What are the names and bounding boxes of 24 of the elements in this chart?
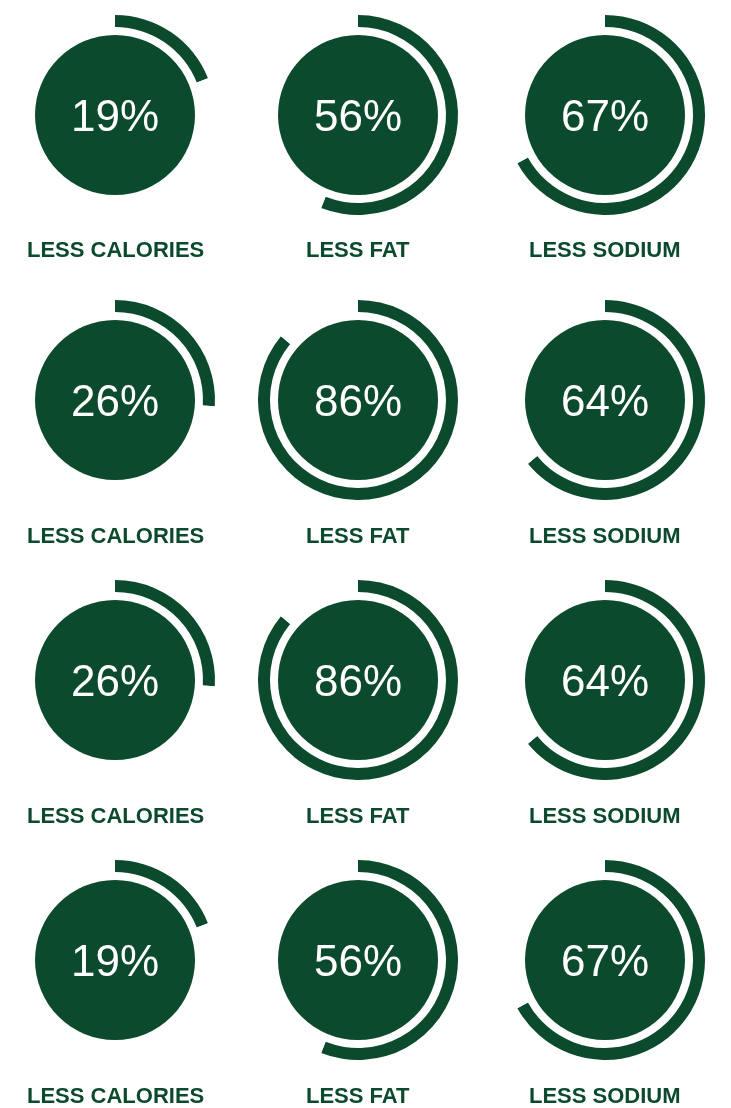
text: 56% [314,936,403,985]
text: LESS SODIUM [529,523,681,548]
text: 26% [71,656,160,705]
text: LESS CALORIES [27,523,205,548]
text: LESS FAT [306,237,411,262]
text: 56% [314,91,403,140]
text: LESS CALORIES [27,803,205,828]
text: 86% [314,376,403,425]
text: 19% [71,91,160,140]
text: 19% [71,936,160,985]
text: 64% [561,656,650,705]
text: 26% [71,376,160,425]
text: 64% [561,376,650,425]
text: LESS CALORIES [27,237,205,262]
text: LESS FAT [306,803,411,828]
text: 86% [314,656,403,705]
text: LESS SODIUM [529,1083,681,1108]
text: LESS FAT [306,523,411,548]
text: 67% [561,91,650,140]
text: 67% [561,936,650,985]
text: LESS FAT [306,1083,411,1108]
text: LESS CALORIES [27,1083,205,1108]
text: LESS SODIUM [529,237,681,262]
text: LESS SODIUM [529,803,681,828]
